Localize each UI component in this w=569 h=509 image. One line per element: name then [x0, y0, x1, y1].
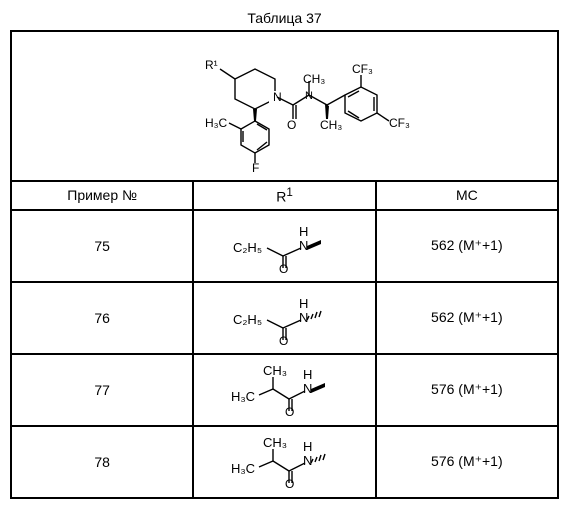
structure-header-row: R¹ N CH₃ O H₃C CH₃ CF₃ CF₃ F N: [11, 31, 558, 181]
svg-text:C₂H₅: C₂H₅: [233, 312, 262, 327]
table-row: 76 C₂H₅ N H O: [11, 282, 558, 354]
label-amide-n: N: [305, 90, 313, 102]
table-title: Таблица 37: [10, 10, 559, 26]
column-header-row: Пример № R1 МС: [11, 181, 558, 210]
svg-text:O: O: [285, 405, 294, 419]
cell-mc: 562 (M⁺+1): [376, 210, 558, 282]
svg-text:H₃C: H₃C: [231, 461, 255, 476]
svg-text:N: N: [303, 453, 312, 468]
cell-example: 78: [11, 426, 193, 498]
svg-text:CH₃: CH₃: [263, 435, 287, 450]
svg-text:H: H: [299, 224, 308, 239]
svg-text:O: O: [285, 477, 294, 491]
svg-text:H: H: [303, 439, 312, 454]
r1-structure-78: H₃C CH₃ N H O: [209, 433, 359, 491]
cell-mc: 576 (M⁺+1): [376, 426, 558, 498]
label-cf3-bot: CF₃: [389, 116, 410, 130]
cell-example: 75: [11, 210, 193, 282]
table-row: 75 C₂H₅ N H O 562 (M⁺+1): [11, 210, 558, 282]
r1-structure-76: C₂H₅ N H O: [209, 290, 359, 345]
label-carbonyl-o: O: [287, 118, 296, 132]
cell-r1: H₃C CH₃ N H O: [193, 354, 375, 426]
label-chiral-ch3: CH₃: [320, 118, 342, 132]
col-header-mc: МС: [376, 181, 558, 210]
svg-text:H: H: [303, 367, 312, 382]
header-structure-cell: R¹ N CH₃ O H₃C CH₃ CF₃ CF₃ F N: [11, 31, 558, 181]
cell-mc: 562 (M⁺+1): [376, 282, 558, 354]
table-row: 78 H₃C CH₃ N H: [11, 426, 558, 498]
table-row: 77 H₃C CH₃ N H O 576: [11, 354, 558, 426]
cell-r1: C₂H₅ N H O: [193, 282, 375, 354]
label-f: F: [252, 161, 259, 174]
svg-text:H₃C: H₃C: [231, 389, 255, 404]
svg-text:N: N: [299, 238, 308, 253]
label-cf3-top: CF₃: [352, 62, 373, 76]
label-r1: R¹: [205, 58, 218, 72]
svg-text:N: N: [303, 381, 312, 396]
cell-r1: H₃C CH₃ N H O: [193, 426, 375, 498]
scaffold-structure: R¹ N CH₃ O H₃C CH₃ CF₃ CF₃ F N: [145, 39, 425, 174]
col-header-example: Пример №: [11, 181, 193, 210]
cell-example: 77: [11, 354, 193, 426]
label-ring-n: N: [273, 90, 282, 104]
r1-structure-77: H₃C CH₃ N H O: [209, 361, 359, 419]
svg-text:O: O: [279, 334, 288, 345]
svg-text:N: N: [299, 310, 308, 325]
cell-mc: 576 (M⁺+1): [376, 354, 558, 426]
data-table: R¹ N CH₃ O H₃C CH₃ CF₃ CF₃ F N Пример № …: [10, 30, 559, 499]
svg-text:O: O: [279, 262, 288, 273]
svg-text:H: H: [299, 296, 308, 311]
r1-structure-75: C₂H₅ N H O: [209, 218, 359, 273]
label-tolyl-ch3: H₃C: [205, 116, 228, 130]
col-header-r1: R1: [193, 181, 375, 210]
cell-r1: C₂H₅ N H O: [193, 210, 375, 282]
label-n-ch3: CH₃: [303, 72, 325, 86]
cell-example: 76: [11, 282, 193, 354]
svg-text:C₂H₅: C₂H₅: [233, 240, 262, 255]
svg-text:CH₃: CH₃: [263, 363, 287, 378]
